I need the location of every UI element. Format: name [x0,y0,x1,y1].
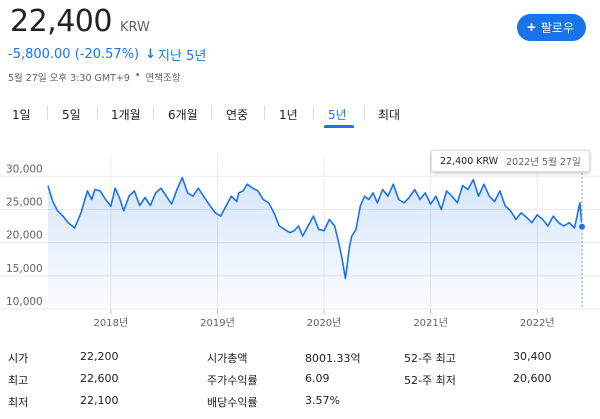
stat-value: 6.09 [305,372,330,385]
stat-value: 22,600 [80,372,119,385]
current-price: 22,400 [10,4,112,39]
x-tick-label: 2021년 [413,317,448,329]
stat-value: 8001.33억 [305,352,361,365]
y-tick-label: 20,000 [6,230,43,242]
stat-value: 22,100 [80,394,119,407]
price-currency: KRW [119,20,150,35]
tab-divider [364,106,365,120]
tab-ytd[interactable]: 연중 [226,108,249,122]
stat-value: 22,200 [80,350,119,363]
stat-label: 주가수익률 [207,374,258,387]
x-tick-label: 2020년 [307,317,342,329]
y-tick-label: 25,000 [6,196,43,208]
active-tab-indicator [324,125,354,128]
follow-button[interactable]: + 팔로우 [517,14,586,41]
stat-label: 시가 [8,352,29,365]
range-tabs: 1일 5일 1개월 6개월 연중 1년 5년 최대 [0,98,600,128]
key-stats: 시가 22,200 시가총액 8001.33억 52-주 최고 30,400 최… [0,346,600,416]
tab-1y[interactable]: 1년 [279,108,298,122]
stat-label: 52-주 최고 [404,352,456,365]
last-point-marker [578,222,586,231]
tab-5d[interactable]: 5일 [62,108,81,122]
stat-label: 배당수익률 [207,396,258,409]
change-period: 지난 5년 [158,49,207,64]
x-tick-label: 2018년 [94,317,129,329]
stat-label: 최고 [8,374,29,387]
tab-max[interactable]: 최대 [378,108,401,122]
tab-divider [97,106,98,120]
tab-divider [153,106,154,120]
tab-6m[interactable]: 6개월 [168,108,198,122]
stat-label: 52-주 최저 [404,374,456,387]
meta-separator: • [134,70,141,81]
price-change-value: -5,800.00 (-20.57%) [8,47,140,62]
stat-label: 최저 [8,396,29,409]
tab-1m[interactable]: 1개월 [111,108,141,122]
tab-1d[interactable]: 1일 [12,108,31,122]
disclaimer-link[interactable]: 면책조항 [145,73,181,84]
tab-5y[interactable]: 5년 [328,108,347,122]
price-line [47,176,583,280]
x-tick-label: 2019년 [200,317,235,329]
tab-divider [211,106,212,120]
price-header: 22,400 KRW [10,4,150,39]
price-change: -5,800.00 (-20.57%) ↓ 지난 5년 [8,45,206,64]
price-area-fill [48,177,582,309]
y-tick-label: 15,000 [6,263,43,275]
timestamp: 5월 27일 오후 3:30 GMT+9 [8,73,130,84]
y-tick-label: 30,000 [6,163,43,175]
stat-label: 시가총액 [207,352,248,365]
arrow-down-icon: ↓ [145,47,157,62]
plus-icon: + [527,19,536,36]
price-chart[interactable]: 30,000 25,000 20,000 15,000 10,000 2018년 2019년… [0,140,600,340]
meta-row: 5월 27일 오후 3:30 GMT+9 • 면책조항 [8,70,180,84]
y-tick-label: 10,000 [6,296,43,308]
tab-divider [313,106,314,120]
stat-value: 3.57% [305,394,340,407]
tooltip-date: 2022년 5월 27일 [506,157,581,168]
stat-value: 20,600 [513,372,552,385]
tab-divider [47,106,48,120]
chart-tooltip: 22,400 KRW 2022년 5월 27일 [431,150,590,172]
tab-divider [264,106,265,120]
stat-value: 30,400 [513,350,552,363]
x-tick-label: 2022년 [520,317,555,329]
tooltip-value: 22,400 KRW [440,155,499,167]
follow-button-label: 팔로우 [540,21,574,35]
